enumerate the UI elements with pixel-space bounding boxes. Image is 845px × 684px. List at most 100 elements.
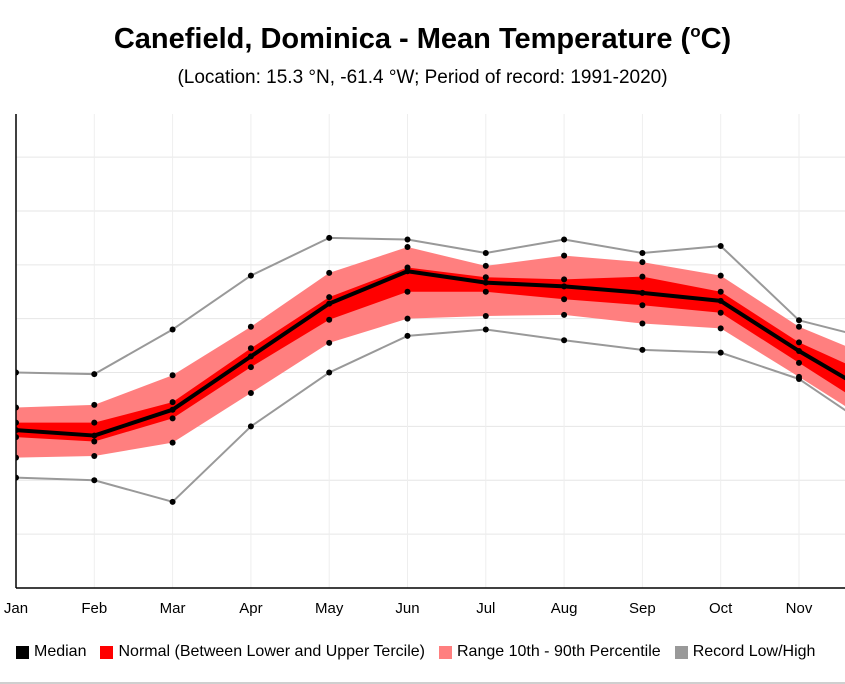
- data-point-median: [796, 348, 802, 354]
- data-point-p90: [91, 401, 98, 408]
- data-point-p10: [326, 339, 333, 346]
- data-point-record_high: [717, 242, 724, 249]
- data-point-p10: [717, 325, 724, 332]
- x-tick-label: Mar: [160, 600, 186, 617]
- data-point-p10: [247, 390, 254, 397]
- legend-swatch-median: [16, 645, 29, 659]
- data-point-record_low: [561, 337, 568, 344]
- x-tick-label: Jan: [4, 600, 28, 617]
- data-point-lower_tercile: [482, 288, 489, 295]
- data-point-upper_tercile: [169, 399, 176, 406]
- data-point-lower_tercile: [639, 302, 646, 309]
- data-point-p10: [639, 320, 646, 327]
- data-point-lower_tercile: [561, 296, 568, 303]
- data-point-p90: [796, 323, 802, 330]
- data-point-p90: [326, 269, 333, 276]
- data-point-median: [326, 300, 333, 307]
- data-point-record_high: [639, 249, 646, 256]
- x-tick-label: Oct: [709, 600, 733, 617]
- data-point-lower_tercile: [796, 359, 802, 366]
- data-point-record_low: [91, 477, 98, 484]
- legend-item-median: Median: [16, 643, 86, 661]
- data-point-record_high: [404, 236, 411, 243]
- data-point-upper_tercile: [326, 294, 333, 301]
- data-point-p10: [404, 315, 411, 322]
- chart-title: Canefield, Dominica - Mean Temperature (…: [0, 22, 845, 56]
- data-point-median: [561, 283, 568, 290]
- data-point-record_high: [482, 249, 489, 256]
- data-point-lower_tercile: [717, 309, 724, 316]
- data-point-record_low: [169, 498, 176, 505]
- x-tick-label: Jul: [476, 600, 495, 617]
- legend-label-range: Range 10th - 90th Percentile: [457, 643, 661, 660]
- legend-label-normal: Normal (Between Lower and Upper Tercile): [118, 643, 425, 660]
- data-point-median: [169, 406, 176, 413]
- chart-title-unit: C): [700, 23, 732, 55]
- x-tick-label: Feb: [81, 600, 107, 617]
- data-point-record_low: [482, 326, 489, 333]
- x-tick-label: Apr: [239, 600, 262, 617]
- bottom-divider: [0, 682, 845, 684]
- legend-label-median: Median: [34, 643, 87, 660]
- data-point-p90: [169, 372, 176, 379]
- chart-subtitle: (Location: 15.3 °N, -61.4 °W; Period of …: [177, 67, 668, 88]
- legend-swatch-normal: [100, 645, 114, 659]
- data-point-lower_tercile: [404, 288, 411, 295]
- data-point-upper_tercile: [796, 339, 802, 346]
- data-point-p90: [717, 272, 724, 279]
- x-tick-label: Sep: [629, 600, 656, 617]
- legend-swatch-record: [674, 645, 688, 659]
- legend-item-range: Range 10th - 90th Percentile: [439, 643, 661, 661]
- data-point-record_low: [717, 349, 724, 356]
- data-point-record_high: [169, 326, 176, 333]
- data-point-p10: [482, 312, 489, 319]
- data-point-lower_tercile: [326, 316, 333, 323]
- data-point-record_high: [326, 234, 333, 241]
- data-point-median: [247, 353, 254, 360]
- x-tick-label: Jun: [395, 600, 419, 617]
- data-point-median: [91, 432, 98, 439]
- data-point-upper_tercile: [482, 274, 489, 281]
- data-point-record_low: [247, 423, 254, 430]
- data-point-lower_tercile: [247, 364, 254, 371]
- data-point-record_high: [796, 317, 802, 324]
- legend-item-record: Record Low/High: [674, 643, 816, 661]
- legend-item-normal: Normal (Between Lower and Upper Tercile): [100, 643, 425, 661]
- data-point-p90: [482, 262, 489, 269]
- data-point-upper_tercile: [247, 345, 254, 352]
- data-point-record_low: [404, 332, 411, 339]
- data-point-record_high: [91, 371, 98, 378]
- record-high-line: [16, 236, 845, 376]
- data-point-median: [482, 279, 489, 286]
- data-point-record_low: [326, 369, 333, 376]
- legend-swatch-range: [439, 645, 452, 659]
- temperature-chart: JanFebMarAprMayJunJulAugSepOctNovDec: [4, 114, 845, 617]
- x-tick-label: Nov: [786, 600, 813, 617]
- data-point-p10: [169, 439, 176, 446]
- data-point-record_low: [796, 376, 802, 383]
- data-point-record_high: [561, 236, 568, 243]
- data-point-median: [717, 297, 724, 304]
- data-point-lower_tercile: [91, 438, 98, 445]
- data-point-upper_tercile: [561, 276, 568, 283]
- data-point-median: [639, 289, 646, 296]
- data-point-median: [404, 268, 411, 275]
- data-point-p90: [639, 259, 646, 266]
- data-point-upper_tercile: [717, 288, 724, 295]
- data-point-p10: [561, 311, 568, 318]
- median-line: [16, 269, 845, 438]
- data-point-record_high: [247, 272, 254, 279]
- legend-label-record: Record Low/High: [692, 643, 816, 660]
- data-point-p10: [91, 453, 98, 460]
- chart-title-text: Canefield, Dominica - Mean Temperature (: [113, 23, 691, 55]
- data-point-lower_tercile: [169, 415, 176, 422]
- chart-title-unit-sup: o: [690, 22, 701, 41]
- data-point-upper_tercile: [91, 419, 98, 426]
- data-point-p90: [561, 252, 568, 259]
- data-point-p90: [247, 323, 254, 330]
- normal-tercile-band: [16, 267, 845, 442]
- record-low-line: [16, 328, 845, 503]
- x-tick-label: Aug: [551, 600, 578, 617]
- data-point-p90: [404, 244, 411, 251]
- chart-legend: Median Normal (Between Lower and Upper T…: [16, 641, 829, 663]
